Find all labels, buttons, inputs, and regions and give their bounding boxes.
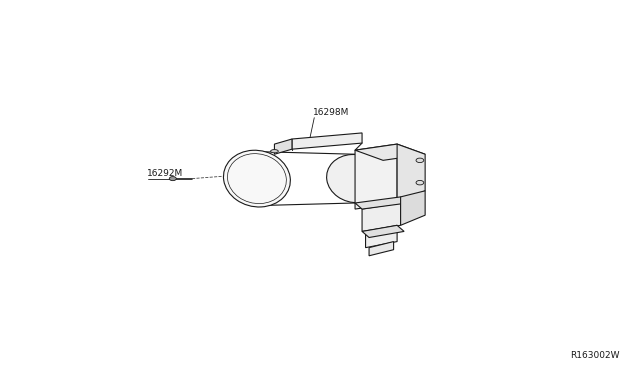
Polygon shape <box>292 133 362 149</box>
Polygon shape <box>401 191 425 225</box>
Polygon shape <box>355 144 397 209</box>
Text: R163002W: R163002W <box>570 350 620 359</box>
Polygon shape <box>369 241 394 256</box>
Ellipse shape <box>416 158 424 163</box>
Polygon shape <box>365 225 397 248</box>
Polygon shape <box>397 144 425 203</box>
Polygon shape <box>362 203 401 231</box>
Text: 16298M: 16298M <box>313 108 349 116</box>
Polygon shape <box>355 197 408 209</box>
Text: 16292M: 16292M <box>147 169 183 177</box>
Ellipse shape <box>416 180 424 185</box>
Polygon shape <box>355 144 425 160</box>
Ellipse shape <box>170 177 176 181</box>
Ellipse shape <box>271 150 278 153</box>
Polygon shape <box>362 225 404 237</box>
Polygon shape <box>275 139 292 154</box>
Ellipse shape <box>326 154 383 203</box>
Ellipse shape <box>223 150 291 207</box>
